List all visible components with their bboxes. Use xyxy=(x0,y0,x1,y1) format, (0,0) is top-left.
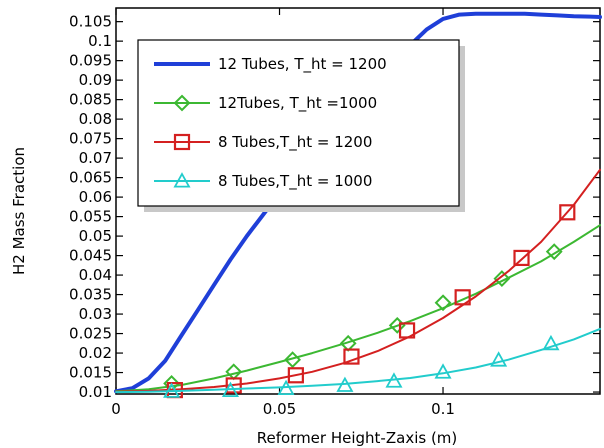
data-point xyxy=(434,294,452,312)
y-tick-label: 0.02 xyxy=(79,344,112,362)
x-tick-label: 0 xyxy=(111,400,121,418)
data-point xyxy=(343,348,360,365)
data-point xyxy=(434,363,452,379)
data-point xyxy=(545,243,563,261)
y-tick-label: 0.045 xyxy=(69,247,112,265)
y-tick-label: 0.1 xyxy=(88,32,112,50)
y-axis-label: H2 Mass Fraction xyxy=(10,147,28,275)
x-tick-label: 0.1 xyxy=(431,400,455,418)
series-line xyxy=(115,224,601,393)
legend-label: 8 Tubes,T_ht = 1200 xyxy=(218,133,372,152)
legend-entry: 12Tubes, T_ht =1000 xyxy=(154,94,377,113)
legend-marker xyxy=(173,133,191,151)
data-point xyxy=(225,377,242,394)
y-tick-label: 0.01 xyxy=(79,383,112,401)
legend-label: 12Tubes, T_ht =1000 xyxy=(218,94,377,113)
legend-entry: 12 Tubes, T_ht = 1200 xyxy=(154,55,387,74)
y-tick-label: 0.04 xyxy=(79,266,112,284)
y-tick-label: 0.06 xyxy=(79,188,112,206)
data-point xyxy=(284,351,302,369)
data-point xyxy=(559,204,576,221)
data-point xyxy=(163,382,181,398)
data-point xyxy=(385,372,403,388)
y-tick-label: 0.015 xyxy=(69,364,112,382)
plot-frame xyxy=(115,7,601,395)
x-tick-label: 0.05 xyxy=(263,400,296,418)
y-tick-label: 0.075 xyxy=(69,130,112,148)
y-tick-label: 0.085 xyxy=(69,91,112,109)
y-tick-label: 0.105 xyxy=(69,13,112,31)
y-tick-label: 0.025 xyxy=(69,325,112,343)
legend-label: 8 Tubes,T_ht = 1000 xyxy=(218,172,372,191)
legend-marker xyxy=(173,172,191,188)
data-point xyxy=(490,351,508,367)
y-tick-label: 0.09 xyxy=(79,71,112,89)
y-tick-label: 0.05 xyxy=(79,227,112,245)
data-point xyxy=(542,334,560,351)
data-point xyxy=(493,270,511,288)
data-point xyxy=(336,376,354,392)
y-tick-label: 0.065 xyxy=(69,169,112,187)
axes-layer: 0.010.015 0.020.025 0.030.035 0.040.045 0.05… xyxy=(69,7,601,418)
series-line xyxy=(115,327,601,394)
data-point xyxy=(277,379,295,396)
legend-box xyxy=(137,39,460,207)
y-tick-label: 0.07 xyxy=(79,149,112,167)
y-tick-label: 0.035 xyxy=(69,286,112,304)
legend: 12 Tubes, T_ht = 1200 12Tubes, T_ht =1000… xyxy=(137,39,465,212)
legend-label: 12 Tubes, T_ht = 1200 xyxy=(218,55,387,74)
series-line xyxy=(115,168,601,393)
data-point xyxy=(287,367,304,384)
data-point xyxy=(221,381,239,397)
legend-entry: 8 Tubes,T_ht = 1000 xyxy=(154,172,372,191)
x-axis-label: Reformer Height-Zaxis (m) xyxy=(257,429,458,447)
data-point xyxy=(513,249,530,267)
legend-entry: 8 Tubes,T_ht = 1200 xyxy=(154,133,372,152)
legend-marker xyxy=(173,94,191,112)
series-3 xyxy=(115,168,601,399)
y-tick-label: 0.08 xyxy=(79,110,112,128)
data-point xyxy=(454,289,471,306)
y-tick-label: 0.055 xyxy=(69,208,112,226)
data-point xyxy=(398,322,416,339)
series-4 xyxy=(115,327,601,398)
y-tick-label: 0.03 xyxy=(79,305,112,323)
y-tick-label: 0.095 xyxy=(69,52,112,70)
series-layer xyxy=(114,11,602,399)
